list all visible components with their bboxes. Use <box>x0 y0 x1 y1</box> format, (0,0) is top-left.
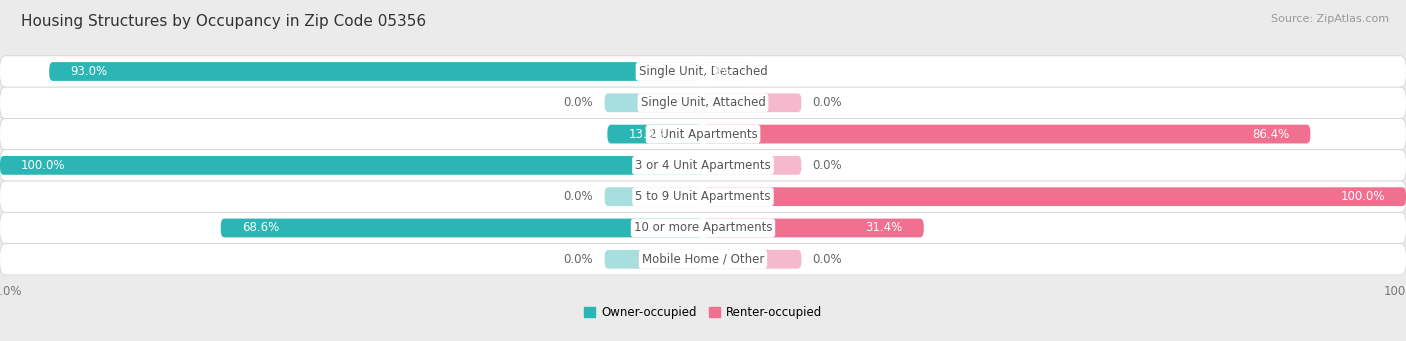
Text: 2 Unit Apartments: 2 Unit Apartments <box>648 128 758 140</box>
FancyBboxPatch shape <box>607 125 703 144</box>
FancyBboxPatch shape <box>221 219 703 237</box>
Text: Source: ZipAtlas.com: Source: ZipAtlas.com <box>1271 14 1389 24</box>
FancyBboxPatch shape <box>703 219 924 237</box>
FancyBboxPatch shape <box>703 250 801 269</box>
Text: 86.4%: 86.4% <box>1253 128 1289 140</box>
Text: Mobile Home / Other: Mobile Home / Other <box>641 253 765 266</box>
Legend: Owner-occupied, Renter-occupied: Owner-occupied, Renter-occupied <box>579 301 827 324</box>
Text: 0.0%: 0.0% <box>813 253 842 266</box>
FancyBboxPatch shape <box>703 93 801 112</box>
FancyBboxPatch shape <box>0 56 1406 87</box>
Text: 68.6%: 68.6% <box>242 222 278 235</box>
Text: 13.6%: 13.6% <box>628 128 665 140</box>
Text: 100.0%: 100.0% <box>1340 190 1385 203</box>
Text: Housing Structures by Occupancy in Zip Code 05356: Housing Structures by Occupancy in Zip C… <box>21 14 426 29</box>
FancyBboxPatch shape <box>703 125 1310 144</box>
FancyBboxPatch shape <box>605 187 703 206</box>
Text: 0.0%: 0.0% <box>564 190 593 203</box>
Text: 5 to 9 Unit Apartments: 5 to 9 Unit Apartments <box>636 190 770 203</box>
FancyBboxPatch shape <box>605 250 703 269</box>
Text: 93.0%: 93.0% <box>70 65 107 78</box>
FancyBboxPatch shape <box>0 150 1406 181</box>
FancyBboxPatch shape <box>0 181 1406 212</box>
Text: 100.0%: 100.0% <box>21 159 66 172</box>
Text: Single Unit, Attached: Single Unit, Attached <box>641 96 765 109</box>
FancyBboxPatch shape <box>0 212 1406 243</box>
Text: 10 or more Apartments: 10 or more Apartments <box>634 222 772 235</box>
FancyBboxPatch shape <box>49 62 703 81</box>
FancyBboxPatch shape <box>605 93 703 112</box>
Text: 0.0%: 0.0% <box>813 96 842 109</box>
FancyBboxPatch shape <box>0 118 1406 150</box>
FancyBboxPatch shape <box>703 156 801 175</box>
FancyBboxPatch shape <box>703 187 1406 206</box>
FancyBboxPatch shape <box>0 243 1406 275</box>
Text: 0.0%: 0.0% <box>813 159 842 172</box>
Text: Single Unit, Detached: Single Unit, Detached <box>638 65 768 78</box>
FancyBboxPatch shape <box>0 87 1406 118</box>
FancyBboxPatch shape <box>703 62 752 81</box>
Text: 7.0%: 7.0% <box>702 65 731 78</box>
Text: 0.0%: 0.0% <box>564 253 593 266</box>
Text: 31.4%: 31.4% <box>866 222 903 235</box>
Text: 3 or 4 Unit Apartments: 3 or 4 Unit Apartments <box>636 159 770 172</box>
FancyBboxPatch shape <box>0 156 703 175</box>
Text: 0.0%: 0.0% <box>564 96 593 109</box>
